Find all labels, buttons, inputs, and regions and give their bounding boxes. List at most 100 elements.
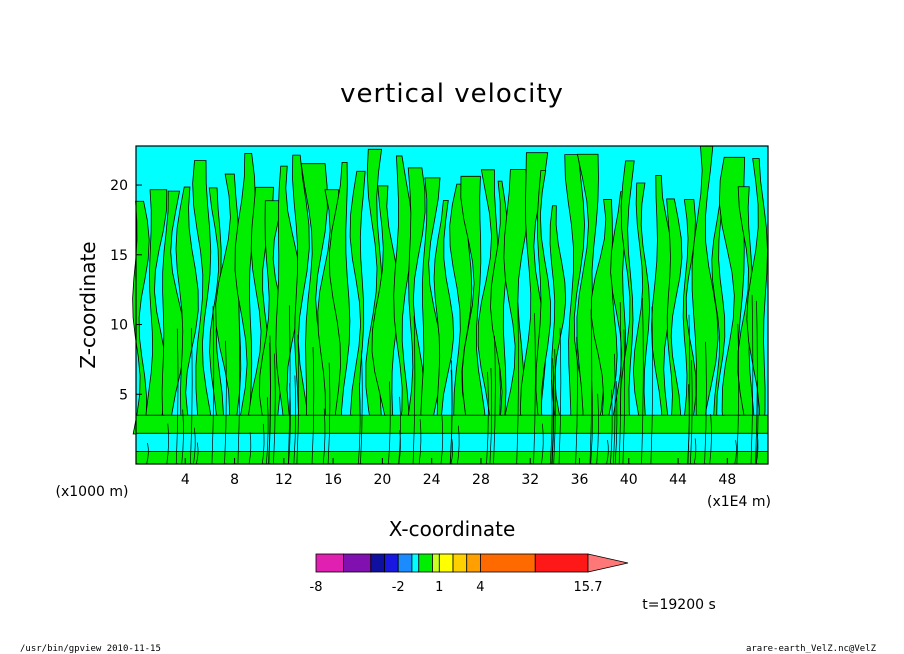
contour-line	[268, 342, 271, 465]
contour-line	[575, 336, 578, 465]
contour-line	[734, 440, 737, 465]
contour-line	[687, 384, 690, 465]
x-tick-label: 8	[230, 472, 239, 488]
contour-line	[175, 328, 179, 465]
contour-line	[273, 353, 276, 465]
contour-line	[449, 369, 453, 465]
contour-line	[181, 409, 184, 465]
contour-line	[709, 414, 712, 465]
x-tick-label: 24	[423, 472, 441, 488]
contour-line	[293, 375, 296, 465]
colorbar-swatch	[411, 553, 420, 573]
contour-line	[596, 393, 599, 465]
contour-line	[489, 367, 493, 465]
x-tick-label: 36	[571, 472, 589, 488]
contour-line	[755, 380, 759, 465]
plot-frame	[135, 145, 769, 465]
colorbar-swatch	[397, 553, 413, 573]
x-tick-label: 4	[181, 472, 190, 488]
x-tick-label: 32	[521, 472, 539, 488]
contour-line	[296, 334, 300, 465]
contour-line	[450, 439, 454, 465]
contour-line	[641, 297, 644, 465]
colorbar-swatch	[534, 553, 589, 573]
contour-line	[549, 379, 553, 465]
contour-line	[287, 305, 291, 465]
footer-right: arare-earth_VelZ.nc@VelZ	[746, 644, 877, 654]
contour-line	[613, 353, 616, 465]
colorbar: -8 -2 1 4 15.7	[310, 553, 629, 595]
time-label: t=19200 s	[642, 597, 716, 613]
y-tick-label: 10	[110, 318, 128, 334]
colorbar-swatch	[370, 553, 385, 573]
y-tick-label: 20	[110, 178, 128, 194]
contour-line	[266, 397, 269, 465]
colorbar-label: 4	[476, 580, 484, 595]
colorbar-label: -2	[392, 580, 405, 595]
contour-line	[440, 415, 444, 465]
colorbar-label: -8	[310, 580, 323, 595]
contour-line	[211, 306, 215, 465]
colorbar-swatch	[418, 553, 433, 573]
colorbar-swatch	[343, 553, 372, 573]
x-unit-note: (x1000 m)	[56, 484, 129, 500]
contour-line	[553, 349, 556, 465]
x-tick-label: 20	[373, 472, 391, 488]
contour-line	[558, 327, 562, 465]
contour-line	[237, 305, 241, 465]
contour-line	[533, 313, 536, 465]
contour-line	[195, 442, 199, 465]
x-tick-label: 44	[669, 472, 687, 488]
contour-line	[614, 381, 618, 465]
contour-line	[486, 371, 489, 465]
contour-line	[618, 302, 622, 465]
x-tick-label: 12	[275, 472, 293, 488]
contour-line	[412, 315, 416, 465]
contour-line	[736, 323, 740, 465]
contour-line	[606, 440, 609, 465]
contour-line	[589, 309, 593, 465]
contour-line	[541, 423, 544, 465]
x-tick-label: 28	[472, 472, 490, 488]
colorbar-arrow	[587, 553, 629, 573]
x-axis: 4 8 12 16 20 24 28 32 36 40 44 48	[181, 458, 736, 488]
contour-line	[398, 430, 401, 465]
contour-line	[360, 350, 363, 465]
contour-line	[693, 438, 697, 465]
contour-line	[690, 360, 693, 465]
contour-line	[224, 340, 227, 465]
contour-line	[388, 381, 391, 465]
contour-line	[398, 396, 401, 465]
contour-line	[551, 358, 554, 465]
colorbar-swatch	[384, 553, 399, 573]
footer-left: /usr/bin/gpview 2010-11-15	[20, 644, 161, 654]
y-axis: 5 10 15 20	[110, 178, 142, 403]
contour-line	[516, 302, 519, 465]
contour-line	[750, 294, 754, 465]
x-tick-label: 16	[324, 472, 342, 488]
contour-line	[248, 432, 252, 465]
contour-line	[146, 443, 149, 465]
colorbar-swatch	[480, 553, 536, 573]
colorbar-swatch	[315, 553, 344, 573]
contour-line	[311, 347, 315, 465]
y-axis-label: Z-coordinate	[76, 241, 100, 368]
x-tick-label: 40	[620, 472, 638, 488]
contour-line	[193, 427, 196, 465]
contour-line	[358, 382, 361, 465]
contour-line	[457, 425, 460, 465]
plot-area	[132, 145, 769, 465]
colorbar-swatch	[438, 553, 454, 573]
y-tick-label: 5	[119, 387, 128, 403]
x-tick-label: 48	[718, 472, 736, 488]
chart-title: vertical velocity	[340, 79, 564, 109]
colorbar-label: 15.7	[574, 580, 603, 595]
contour-line	[190, 328, 193, 465]
contour-line	[261, 423, 265, 465]
contour-line	[610, 389, 613, 465]
y-tick-label: 15	[110, 248, 128, 264]
contour-line	[755, 432, 759, 465]
contour-line	[622, 329, 626, 465]
colorbar-swatch	[452, 553, 468, 573]
x-secondary-unit-note: (x1E4 m)	[707, 494, 771, 510]
